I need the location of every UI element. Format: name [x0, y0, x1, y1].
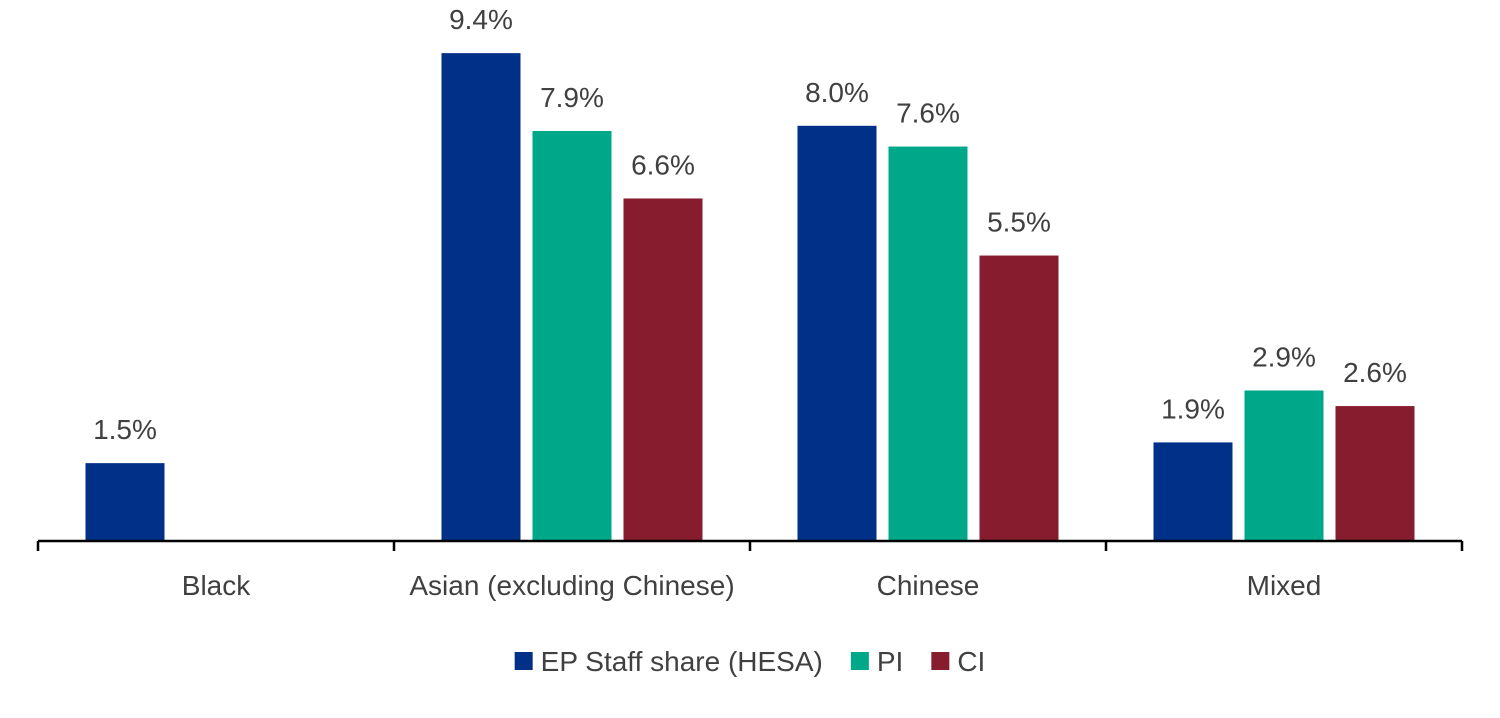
bar-ep-staff-share-hesa-black — [85, 463, 165, 541]
x-tick-label: Asian (excluding Chinese) — [409, 570, 734, 601]
x-tick-labels: Black Asian (excluding Chinese) Chinese Mix… — [182, 570, 1322, 601]
value-label: 6.6% — [631, 149, 695, 180]
legend-label: PI — [877, 646, 903, 677]
legend-label: CI — [957, 646, 985, 677]
bar-ci-chinese — [979, 255, 1059, 542]
bar-ci-mixed — [1335, 406, 1415, 541]
legend: EP Staff share (HESA) PI CI — [514, 646, 985, 677]
bar-ep-staff-share-hesa-mixed — [1153, 442, 1233, 541]
value-label: 2.6% — [1343, 357, 1407, 388]
value-label: 1.9% — [1161, 393, 1225, 424]
legend-label: EP Staff share (HESA) — [541, 646, 823, 677]
bar-ci-asian-excluding-chinese — [623, 198, 703, 541]
x-axis — [36, 539, 1464, 551]
bars-layer — [85, 53, 1415, 542]
value-label: 1.5% — [93, 414, 157, 445]
x-tick-label: Black — [182, 570, 251, 601]
legend-swatch — [931, 652, 950, 670]
legend-swatch — [514, 652, 533, 670]
value-label: 2.9% — [1252, 341, 1316, 372]
value-label: 7.6% — [896, 98, 960, 129]
x-tick-label: Chinese — [877, 570, 980, 601]
bar-ep-staff-share-hesa-asian-excluding-chinese — [441, 53, 521, 541]
value-label: 7.9% — [540, 82, 604, 113]
x-tick-label: Mixed — [1247, 570, 1322, 601]
bar-pi-mixed — [1244, 390, 1324, 541]
bar-pi-asian-excluding-chinese — [532, 130, 612, 542]
bar-ep-staff-share-hesa-chinese — [797, 125, 877, 542]
bar-pi-chinese — [888, 146, 968, 541]
value-label: 5.5% — [987, 207, 1051, 238]
value-label: 8.0% — [805, 77, 869, 108]
value-label: 9.4% — [449, 4, 513, 35]
value-labels-layer: 1.5% 9.4% 7.9% 6.6% 8.0% 7.6% 5.5% 1.9% 2.9% 2.6% — [93, 4, 1407, 445]
legend-swatch — [850, 652, 869, 670]
